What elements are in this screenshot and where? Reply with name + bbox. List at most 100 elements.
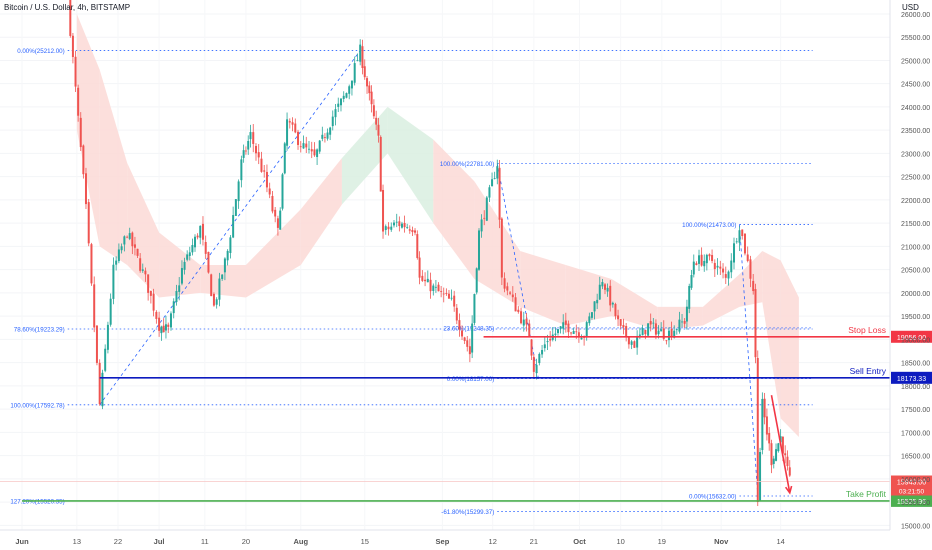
time-tick-label: Jun <box>15 537 29 546</box>
candle-body <box>708 254 711 257</box>
candle-body <box>466 340 469 347</box>
candle-body <box>186 254 189 260</box>
candle-body <box>496 166 499 179</box>
candle-body <box>144 270 147 275</box>
cloud-segment <box>762 251 781 419</box>
time-tick-label: 15 <box>361 537 369 546</box>
candle-body <box>375 117 378 125</box>
candle-body <box>733 243 736 263</box>
candle-body <box>84 173 87 205</box>
candle-body <box>283 143 286 174</box>
cloud-segment <box>159 232 201 298</box>
candle-body <box>647 323 650 336</box>
candle-body <box>297 131 300 145</box>
candle-body <box>339 98 342 106</box>
chart-title: Bitcoin / U.S. Dollar, 4h, BITSTAMP <box>4 3 131 12</box>
candle-body <box>695 263 698 266</box>
cloud-segment <box>99 69 128 265</box>
candle-body <box>606 287 609 292</box>
cloud-segment <box>387 106 434 224</box>
candle-body <box>361 46 364 68</box>
candle-body <box>115 260 118 265</box>
candle-body <box>543 344 546 349</box>
fib-level-label: 100.00%(17592.78) <box>10 402 64 409</box>
candle-body <box>535 364 538 374</box>
candle-body <box>455 307 458 321</box>
candle-body <box>488 187 491 198</box>
candle-body <box>331 116 334 127</box>
time-tick-label: 14 <box>776 537 784 546</box>
candle-body <box>426 278 429 283</box>
candle-body <box>525 318 528 325</box>
fib-level-label: 100.00%(22781.00) <box>440 161 494 168</box>
candle-body <box>152 293 155 311</box>
time-tick-label: 20 <box>242 537 250 546</box>
candle-body <box>318 140 321 152</box>
candle-body <box>593 301 596 312</box>
candle-body <box>445 293 448 295</box>
candle-body <box>644 329 647 335</box>
price-tick-label: 26000.00 <box>901 12 930 19</box>
price-tick-label: 18500.00 <box>901 361 930 368</box>
candle-body <box>98 362 101 405</box>
price-tick-label: 25500.00 <box>901 35 930 42</box>
candle-body <box>538 353 541 364</box>
price-tick-label: 17000.00 <box>901 430 930 437</box>
time-tick-label: Oct <box>573 537 586 546</box>
countdown-label: 03:21:50 <box>899 489 925 496</box>
candle-body <box>665 340 668 342</box>
candle-body <box>611 302 614 305</box>
candle-body <box>307 148 310 150</box>
time-tick-label: Jul <box>154 537 165 546</box>
candle-body <box>82 145 85 175</box>
candle-body <box>432 285 435 291</box>
candle-body <box>724 274 727 278</box>
candle-body <box>411 230 414 233</box>
candle-body <box>390 226 393 230</box>
fibonacci-levels: 0.00%(25212.00) 78.60%(19223.29) 100.00%(1… <box>10 48 813 516</box>
candle-body <box>359 44 362 62</box>
candle-body <box>302 143 305 149</box>
fib-level-label: 78.60%(19223.29) <box>14 327 65 334</box>
candle-body <box>180 268 183 284</box>
target-arrow-line <box>770 395 791 493</box>
candle-body <box>570 332 573 334</box>
candle-body <box>183 261 186 270</box>
cloud-segment <box>76 13 100 247</box>
candle-body <box>703 260 706 267</box>
candle-body <box>164 324 167 331</box>
candle-body <box>274 209 277 217</box>
time-axis[interactable]: Jun 13 22 Jul 11 20 Aug 15 Sep 12 21 Oct 10 19 Nov 14 <box>0 529 890 546</box>
candle-body <box>155 311 158 319</box>
price-tick-label: 24500.00 <box>901 82 930 89</box>
time-tick-label: Sep <box>436 537 450 546</box>
candle-body <box>716 265 719 268</box>
price-axis[interactable]: 15000.00 15500.00 16000.00 16500.00 17000.00… <box>889 0 930 530</box>
candle-body <box>210 274 213 297</box>
price-tick-label: 15000.00 <box>901 523 930 530</box>
candle-body <box>509 292 512 294</box>
candle-body <box>788 467 791 476</box>
candle-body <box>175 290 178 303</box>
candle-body <box>779 436 782 443</box>
candle-body <box>554 333 557 335</box>
price-tick-label: 22000.00 <box>901 198 930 205</box>
candle-body <box>252 132 255 144</box>
candle-body <box>326 132 329 139</box>
candle-body <box>503 278 506 289</box>
candle-body <box>191 244 194 253</box>
cloud-segment <box>200 265 246 298</box>
candle-body <box>705 254 708 264</box>
time-tick-label: 11 <box>201 537 209 546</box>
candle-body <box>678 319 681 332</box>
candle-body <box>291 122 294 125</box>
candle-body <box>596 299 599 304</box>
price-tick-label: 19500.00 <box>901 314 930 321</box>
last-price-tag: 15943.00 <box>897 480 926 487</box>
candle-body <box>93 284 96 328</box>
candle-body <box>761 398 764 451</box>
candle-body <box>260 158 263 172</box>
candle-body <box>424 279 427 282</box>
candle-body <box>493 178 496 179</box>
